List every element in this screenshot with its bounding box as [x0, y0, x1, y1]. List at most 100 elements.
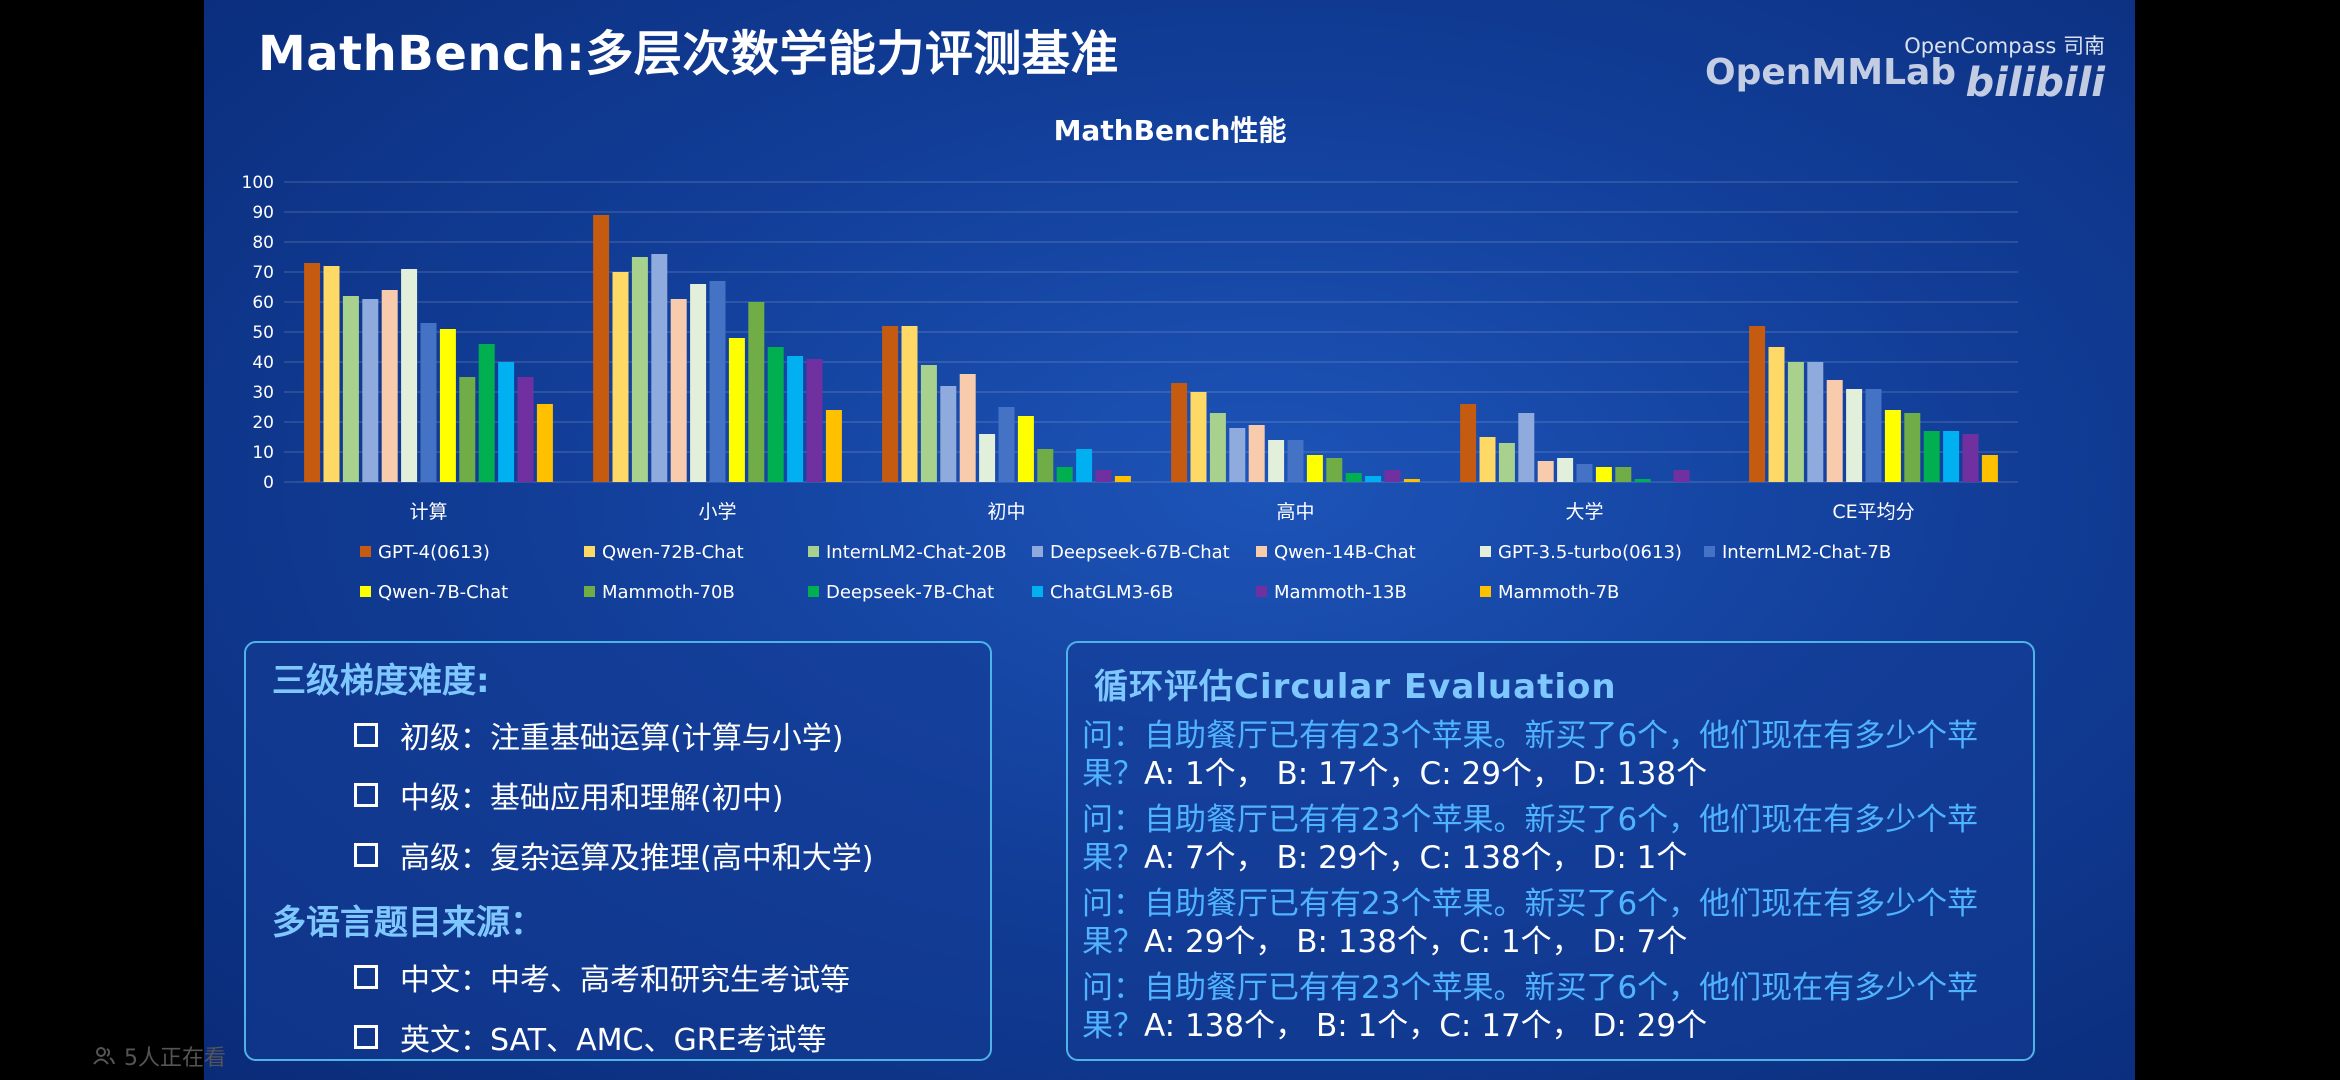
bar: [806, 359, 823, 482]
bar: [670, 299, 687, 482]
x-tick-label: 初中: [987, 501, 1025, 523]
difficulty-item: 高级：复杂运算及推理(高中和大学): [354, 833, 873, 877]
opencompass-logo: OpenCompass 司南: [1904, 34, 2105, 58]
bar: [1981, 455, 1998, 482]
difficulty-item: 中级：基础应用和理解(初中): [354, 773, 783, 817]
bar: [1229, 428, 1246, 482]
bar: [1904, 413, 1921, 482]
bar: [1787, 362, 1804, 482]
bar: [901, 326, 918, 482]
chart-axes: 0 10 20 30 40 50 60 70 80 90 100 计算 小学 初中 高中 大学 CE平均分: [242, 173, 1915, 523]
bar: [1807, 362, 1824, 482]
bar: [342, 296, 359, 482]
bar: [940, 386, 957, 482]
checkbox-icon: [354, 965, 378, 989]
checkbox-icon: [354, 843, 378, 867]
bar: [1673, 470, 1690, 482]
legend-label: Deepseek-7B-Chat: [826, 582, 994, 603]
bar: [612, 272, 629, 482]
bar: [1076, 449, 1093, 482]
bar: [1557, 458, 1574, 482]
question-block: 问：自助餐厅已有有23个苹果。新买了6个，他们现在有多少个苹果？A: 1个， B…: [1082, 718, 1979, 792]
legend-swatch: [1032, 546, 1043, 557]
bar: [979, 434, 996, 482]
bar: [1595, 467, 1612, 482]
bar: [1345, 473, 1362, 482]
checkbox-icon: [354, 783, 378, 807]
y-tick-label: 60: [252, 293, 274, 313]
legend-swatch: [584, 586, 595, 597]
bar: [1326, 458, 1343, 482]
bar: [1634, 479, 1651, 482]
bar: [1171, 383, 1188, 482]
viewers-label: 5人正在看: [124, 1046, 226, 1071]
legend-label: InternLM2-Chat-20B: [826, 542, 1007, 563]
bar: [593, 215, 610, 482]
bar: [748, 302, 765, 482]
chart-title: MathBench性能: [1054, 114, 1287, 147]
bilibili-logo: bilibili: [1965, 60, 2105, 106]
viewers-icon: [93, 1047, 115, 1065]
bar: [1095, 470, 1112, 482]
checkbox-icon: [354, 723, 378, 747]
x-tick-label: 计算: [409, 501, 447, 523]
bar: [1403, 479, 1420, 482]
y-tick-label: 40: [252, 353, 274, 373]
y-tick-label: 30: [252, 383, 274, 403]
x-tick-label: 小学: [698, 501, 736, 523]
bar: [401, 269, 418, 482]
bar: [1884, 410, 1901, 482]
bar: [1248, 425, 1265, 482]
question-block: 问：自助餐厅已有有23个苹果。新买了6个，他们现在有多少个苹果？A: 7个， B…: [1082, 802, 1979, 876]
x-tick-label: 大学: [1565, 501, 1603, 523]
legend-label: Mammoth-70B: [602, 582, 735, 603]
bar: [1209, 413, 1226, 482]
legend-swatch: [1256, 586, 1267, 597]
bar: [1768, 347, 1785, 482]
legend-swatch: [1480, 586, 1491, 597]
legend-swatch: [1704, 546, 1715, 557]
x-tick-label: CE平均分: [1832, 501, 1914, 523]
bar: [1962, 434, 1979, 482]
legend-label: Deepseek-67B-Chat: [1050, 542, 1230, 563]
bar: [1056, 467, 1073, 482]
legend-swatch: [360, 586, 371, 597]
y-tick-label: 70: [252, 263, 274, 283]
bar: [478, 344, 495, 482]
bar: [420, 323, 437, 482]
bar: [651, 254, 668, 482]
bar: [1865, 389, 1882, 482]
bar: [959, 374, 976, 482]
bar: [882, 326, 899, 482]
bar: [536, 404, 553, 482]
bar: [1365, 476, 1382, 482]
bar: [709, 281, 726, 482]
y-tick-label: 10: [252, 443, 274, 463]
difficulty-heading: 三级梯度难度:: [272, 661, 490, 701]
bar: [1615, 467, 1632, 482]
bar: [787, 356, 804, 482]
x-tick-label: 高中: [1276, 501, 1314, 523]
bar-chart: MathBench性能 0 10 20 30 40 50 60 70 80 90 100 计算 小学 初中…: [242, 114, 2018, 603]
bar: [517, 377, 534, 482]
slide-title: MathBench:多层次数学能力评测基准: [258, 26, 1119, 82]
legend-swatch: [360, 546, 371, 557]
bar: [690, 284, 707, 482]
openmmlab-logo: OpenMMLab: [1705, 52, 1957, 93]
bar: [1017, 416, 1034, 482]
legend-label: Qwen-7B-Chat: [378, 582, 508, 603]
bar: [304, 263, 321, 482]
language-item: 英文：SAT、AMC、GRE考试等: [354, 1015, 827, 1059]
y-tick-label: 100: [242, 173, 274, 193]
chart-grid: [284, 181, 2018, 483]
bar: [728, 338, 745, 482]
bar: [1479, 437, 1496, 482]
bar: [1114, 476, 1131, 482]
bar: [323, 266, 340, 482]
legend-swatch: [1032, 586, 1043, 597]
checkbox-icon: [354, 1025, 378, 1049]
bar: [767, 347, 784, 482]
legend-label: Qwen-72B-Chat: [602, 542, 744, 563]
bar: [1846, 389, 1863, 482]
chart-bars: [304, 215, 1998, 482]
